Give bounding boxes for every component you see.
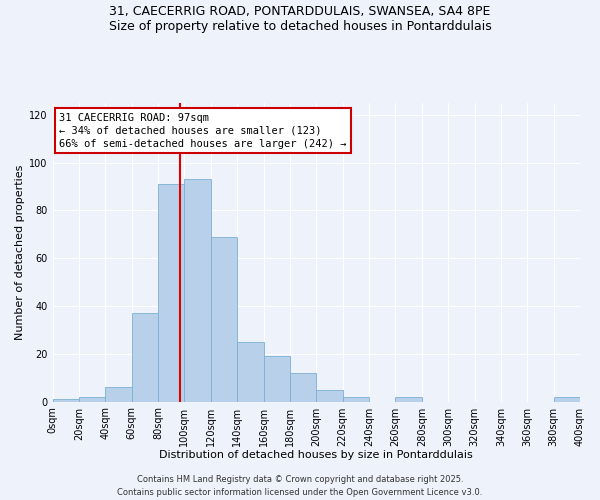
Bar [105, 388, 131, 402]
Text: 31 CAECERRIG ROAD: 97sqm
← 34% of detached houses are smaller (123)
66% of semi-: 31 CAECERRIG ROAD: 97sqm ← 34% of detach… [59, 112, 347, 149]
Bar [53, 399, 79, 402]
Bar [343, 397, 369, 402]
Text: Contains HM Land Registry data © Crown copyright and database right 2025.
Contai: Contains HM Land Registry data © Crown c… [118, 476, 482, 497]
Bar [79, 397, 105, 402]
X-axis label: Distribution of detached houses by size in Pontarddulais: Distribution of detached houses by size … [160, 450, 473, 460]
Bar [131, 313, 158, 402]
Text: 31, CAECERRIG ROAD, PONTARDDULAIS, SWANSEA, SA4 8PE
Size of property relative to: 31, CAECERRIG ROAD, PONTARDDULAIS, SWANS… [109, 5, 491, 33]
Y-axis label: Number of detached properties: Number of detached properties [15, 164, 25, 340]
Bar [184, 180, 211, 402]
Bar [211, 237, 237, 402]
Bar [237, 342, 263, 402]
Bar [554, 397, 580, 402]
Bar [290, 373, 316, 402]
Bar [158, 184, 184, 402]
Bar [263, 356, 290, 402]
Bar [395, 397, 422, 402]
Bar [316, 390, 343, 402]
